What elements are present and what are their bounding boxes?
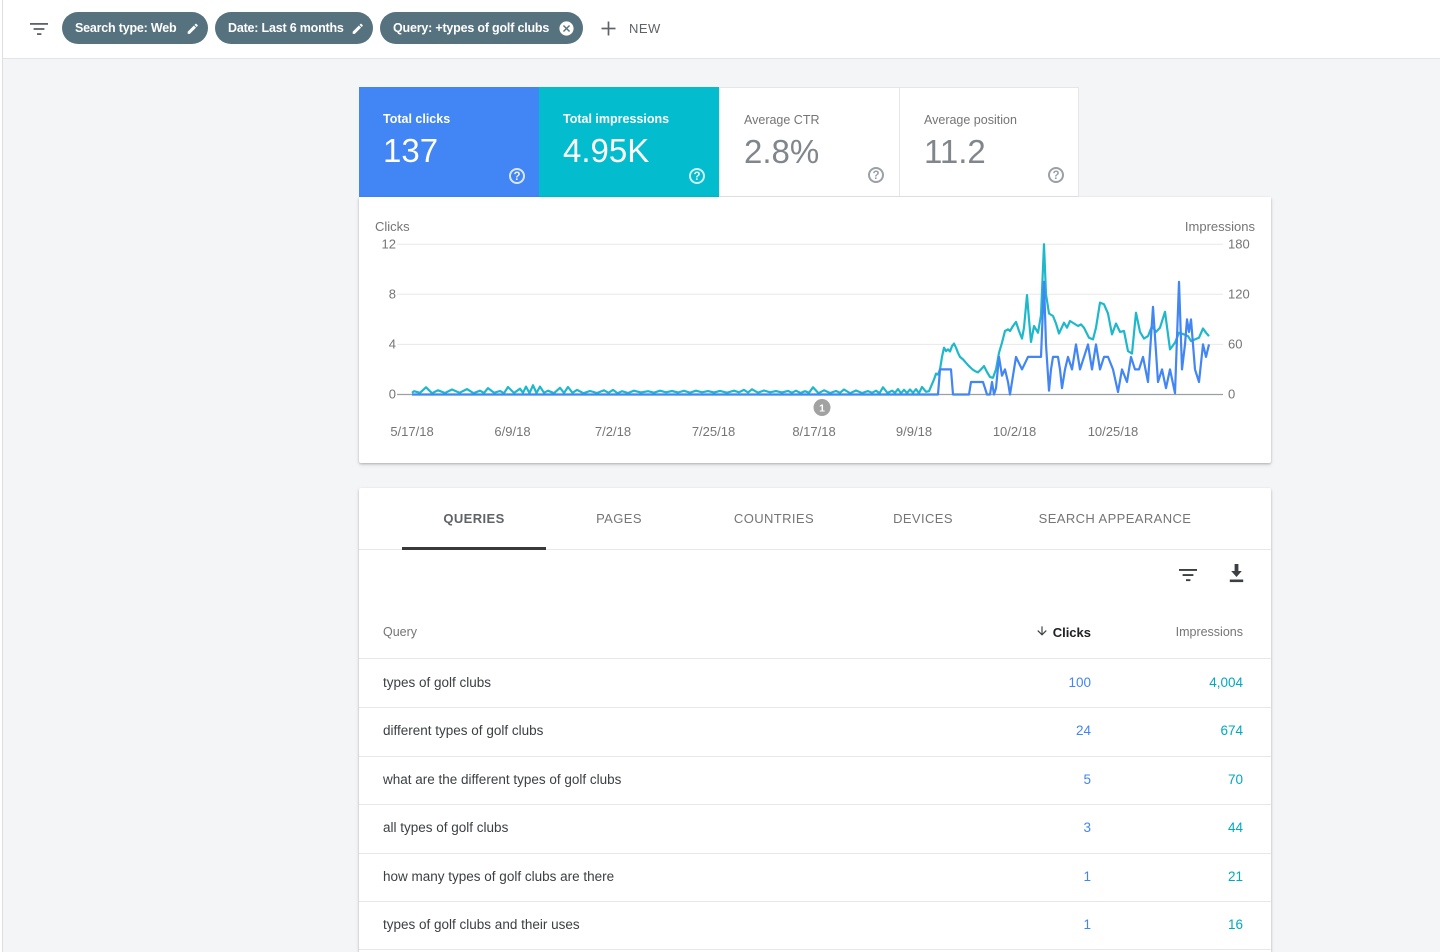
svg-text:120: 120 [1228,287,1250,302]
svg-text:10/2/18: 10/2/18 [993,424,1036,439]
svg-text:8/17/18: 8/17/18 [792,424,835,439]
svg-text:10/25/18: 10/25/18 [1088,424,1139,439]
svg-text:Impressions: Impressions [1185,219,1256,234]
svg-text:180: 180 [1228,237,1250,252]
svg-text:7/2/18: 7/2/18 [595,424,631,439]
svg-text:12: 12 [382,237,396,252]
svg-text:5/17/18: 5/17/18 [390,424,433,439]
svg-text:0: 0 [389,387,396,402]
svg-text:4: 4 [389,337,396,352]
svg-text:8: 8 [389,287,396,302]
svg-text:6/9/18: 6/9/18 [494,424,530,439]
svg-text:60: 60 [1228,337,1242,352]
svg-text:7/25/18: 7/25/18 [692,424,735,439]
svg-text:Clicks: Clicks [375,219,410,234]
svg-text:1: 1 [819,403,825,415]
svg-text:9/9/18: 9/9/18 [896,424,932,439]
svg-text:0: 0 [1228,387,1235,402]
